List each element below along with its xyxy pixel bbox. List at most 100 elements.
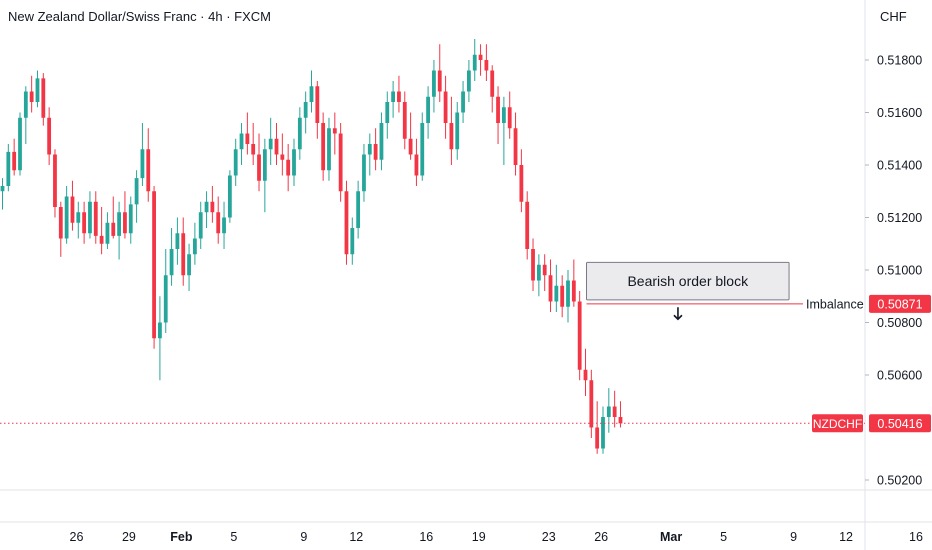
y-tick-label: 0.51800 [877, 54, 922, 68]
down-arrow-head [673, 314, 683, 321]
candle-body [158, 322, 162, 339]
candle [117, 201, 121, 260]
candle [496, 86, 500, 144]
candle-body [35, 78, 40, 102]
candle-body [181, 233, 186, 276]
candle [595, 401, 600, 454]
candle-body [385, 102, 390, 123]
candle-body [571, 280, 576, 302]
candle [414, 138, 419, 186]
y-tick-label: 0.51400 [877, 159, 922, 173]
candle-body [64, 196, 69, 239]
candle [245, 112, 250, 155]
y-tick-label: 0.51200 [877, 211, 922, 225]
candle-body [356, 191, 361, 228]
candle-body [472, 54, 477, 71]
candle [332, 112, 337, 155]
candle-body [222, 217, 226, 234]
x-tick-label: Mar [660, 530, 682, 544]
candle [169, 228, 174, 286]
candle [187, 243, 191, 291]
candle [158, 296, 162, 381]
candle-body [490, 70, 495, 97]
candle-body [93, 201, 98, 236]
candle-body [82, 212, 87, 234]
currency-label[interactable]: CHF [880, 9, 907, 24]
candle [612, 390, 617, 428]
candle [484, 44, 489, 81]
candle-body [309, 86, 314, 102]
candle [204, 191, 209, 228]
candle-body [338, 133, 343, 192]
candle [123, 191, 127, 239]
candle-body [461, 91, 465, 113]
x-tick-label: 16 [909, 530, 923, 544]
candle-body [379, 123, 384, 160]
candle-body [595, 427, 600, 449]
x-tick-label: 9 [790, 530, 797, 544]
candle [6, 144, 11, 192]
candle-body [0, 186, 5, 192]
candle [478, 44, 483, 76]
y-tick-label: 0.51600 [877, 106, 922, 120]
annotations-layer: Bearish order block Imbalance 0.50871 0.504… [0, 261, 931, 433]
candle [303, 91, 308, 134]
candle-body [408, 138, 413, 155]
y-tick-label: 0.50800 [877, 316, 922, 330]
candle [315, 81, 320, 139]
candle-body [496, 96, 500, 123]
candle [251, 123, 256, 165]
y-tick-label: 0.51000 [877, 264, 922, 278]
candle [350, 217, 355, 265]
chart-title: New Zealand Dollar/Swiss Franc · 4h · FX… [8, 9, 271, 24]
candle-body [169, 249, 174, 276]
candle-body [187, 254, 191, 276]
candle [286, 144, 291, 192]
candle-body [233, 149, 238, 176]
x-tick-label: 5 [720, 530, 727, 544]
candle-body [513, 128, 518, 165]
candle [105, 212, 110, 249]
candle [525, 191, 530, 260]
candle-body [262, 149, 267, 181]
current-price-label: 0.50416 [877, 417, 922, 431]
x-tick-label: 26 [594, 530, 608, 544]
candle [437, 44, 442, 102]
x-tick-label: 12 [839, 530, 853, 544]
candle-body [426, 96, 430, 123]
candle [467, 60, 471, 102]
candle [88, 191, 92, 239]
candle-body [117, 212, 121, 236]
candle [146, 128, 151, 202]
candle [455, 102, 460, 160]
candle-body [391, 91, 396, 102]
candle-body [554, 285, 559, 302]
candle-body [192, 238, 197, 255]
candle-body [12, 151, 17, 171]
candle-body [152, 191, 156, 339]
candle-body [245, 133, 250, 144]
x-tick-label: Feb [170, 530, 193, 544]
candle-body [397, 91, 401, 102]
candle [379, 112, 384, 171]
candle-body [286, 159, 291, 176]
candle-body [198, 212, 203, 239]
candle-body [560, 285, 565, 307]
candle [175, 217, 180, 265]
candle [297, 107, 302, 160]
candle [356, 180, 361, 239]
candle-body [146, 149, 151, 192]
candle-body [88, 201, 92, 234]
candle-body [18, 117, 22, 171]
candle-body [76, 212, 81, 223]
imbalance-price-label-bg [869, 294, 931, 313]
candle-body [292, 149, 296, 176]
imbalance-label: Imbalance [806, 297, 864, 311]
candle-body [501, 107, 506, 123]
candle [70, 180, 75, 231]
candle [536, 254, 541, 297]
candle [560, 275, 565, 318]
candle [18, 112, 22, 176]
